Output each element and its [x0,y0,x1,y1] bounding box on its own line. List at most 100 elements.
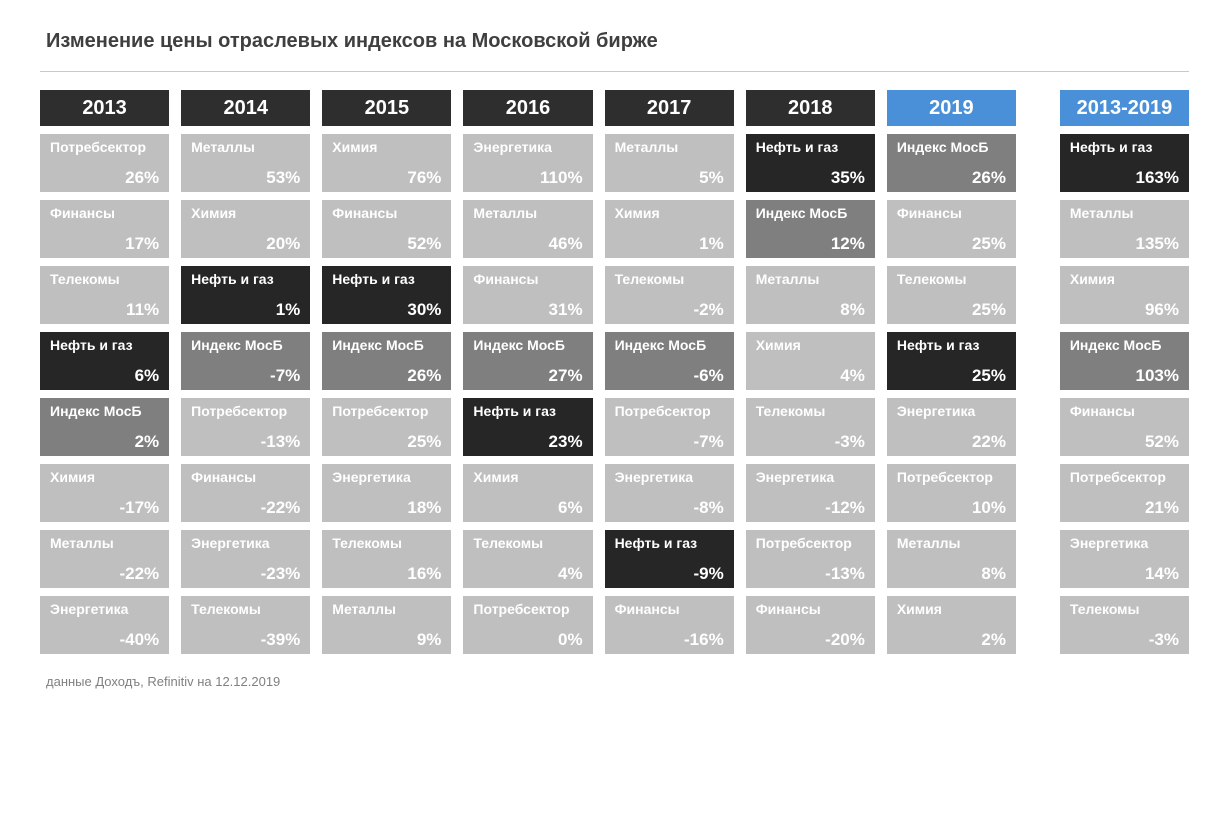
sector-cell: Энергетика110% [463,134,592,192]
sector-value: 52% [332,235,441,252]
sector-label: Индекс МосБ [50,404,159,419]
year-column: 2013-2019Нефть и газ163%Металлы135%Химия… [1060,90,1189,654]
year-header: 2015 [322,90,451,126]
sector-cell: Индекс МосБ26% [322,332,451,390]
sector-label: Металлы [191,140,300,155]
sector-label: Индекс МосБ [332,338,441,353]
sector-label: Телекомы [1070,602,1179,617]
sector-cell: Финансы52% [322,200,451,258]
footnote: данные Доходъ, Refinitiv на 12.12.2019 [40,674,1189,689]
title-divider [40,71,1189,72]
sector-label: Финансы [615,602,724,617]
sector-cell: Финансы52% [1060,398,1189,456]
sector-cell: Металлы8% [746,266,875,324]
year-column: 2018Нефть и газ35%Индекс МосБ12%Металлы8… [746,90,875,654]
sector-value: 4% [473,565,582,582]
sector-value: -13% [756,565,865,582]
sector-value: -7% [615,433,724,450]
sector-value: -13% [191,433,300,450]
sector-value: 27% [473,367,582,384]
sector-label: Металлы [332,602,441,617]
sector-value: -8% [615,499,724,516]
sector-value: 2% [50,433,159,450]
sector-cell: Металлы 9% [322,596,451,654]
sector-cell: Энергетика14% [1060,530,1189,588]
sector-value: 53% [191,169,300,186]
sector-cell: Химия4% [746,332,875,390]
sector-label: Химия [191,206,300,221]
sector-label: Нефть и газ [332,272,441,287]
sector-cell: Энергетика22% [887,398,1016,456]
sector-cell: Металлы46% [463,200,592,258]
sector-value: 1% [615,235,724,252]
sector-label: Нефть и газ [615,536,724,551]
sector-value: 76% [332,169,441,186]
sector-value: 135% [1070,235,1179,252]
sector-cell: Металлы-22% [40,530,169,588]
sector-label: Нефть и газ [191,272,300,287]
sector-label: Телекомы [897,272,1006,287]
sector-cell: Нефть и газ163% [1060,134,1189,192]
sector-label: Телекомы [756,404,865,419]
sector-cell: Телекомы4% [463,530,592,588]
sector-value: 25% [332,433,441,450]
sector-label: Индекс МосБ [1070,338,1179,353]
sector-label: Химия [615,206,724,221]
sector-cell: Нефть и газ6% [40,332,169,390]
sector-cell: Энергетика-23% [181,530,310,588]
sector-value: 23% [473,433,582,450]
sector-label: Металлы [615,140,724,155]
year-column: 2014Металлы53%Химия20%Нефть и газ1%Индек… [181,90,310,654]
sector-cell: Финансы -20% [746,596,875,654]
sector-value: -39% [191,631,300,648]
sector-cell: Индекс МосБ27% [463,332,592,390]
sector-label: Финансы [897,206,1006,221]
sector-value: -20% [756,631,865,648]
sector-cell: Энергетика-40% [40,596,169,654]
sector-value: 17% [50,235,159,252]
sector-cell: Химия96% [1060,266,1189,324]
sector-label: Потребсектор [191,404,300,419]
sector-cell: Потребсектор21% [1060,464,1189,522]
year-header: 2013 [40,90,169,126]
sector-label: Химия [1070,272,1179,287]
sector-cell: Энергетика-8% [605,464,734,522]
sector-label: Потребсектор [897,470,1006,485]
sector-value: -6% [615,367,724,384]
sector-value: 35% [756,169,865,186]
sector-value: 110% [473,169,582,186]
sector-label: Финансы [756,602,865,617]
sector-cell: Телекомы-2% [605,266,734,324]
sector-label: Нефть и газ [897,338,1006,353]
sector-value: 11% [50,301,159,318]
sector-label: Энергетика [50,602,159,617]
sector-label: Нефть и газ [756,140,865,155]
sector-cell: Химия2% [887,596,1016,654]
sector-label: Нефть и газ [473,404,582,419]
sector-label: Металлы [756,272,865,287]
sector-cell: Телекомы25% [887,266,1016,324]
sector-value: 18% [332,499,441,516]
sector-label: Индекс МосБ [191,338,300,353]
sector-cell: Индекс МосБ103% [1060,332,1189,390]
sector-cell: Химия-17% [40,464,169,522]
year-header: 2013-2019 [1060,90,1189,126]
sector-label: Потребсектор [756,536,865,551]
sector-value: 8% [897,565,1006,582]
sector-value: -23% [191,565,300,582]
sector-value: 6% [50,367,159,384]
sector-value: 0% [473,631,582,648]
sector-label: Телекомы [615,272,724,287]
sector-cell: Энергетика-12% [746,464,875,522]
sector-value: 52% [1070,433,1179,450]
sector-value: -7% [191,367,300,384]
sector-value: 9% [332,631,441,648]
sector-value: 5% [615,169,724,186]
sector-cell: Нефть и газ-9% [605,530,734,588]
sector-label: Телекомы [50,272,159,287]
sector-value: 26% [50,169,159,186]
sector-cell: Металлы8% [887,530,1016,588]
sector-cell: Телекомы-3% [746,398,875,456]
sector-cell: Металлы 53% [181,134,310,192]
sector-label: Химия [50,470,159,485]
